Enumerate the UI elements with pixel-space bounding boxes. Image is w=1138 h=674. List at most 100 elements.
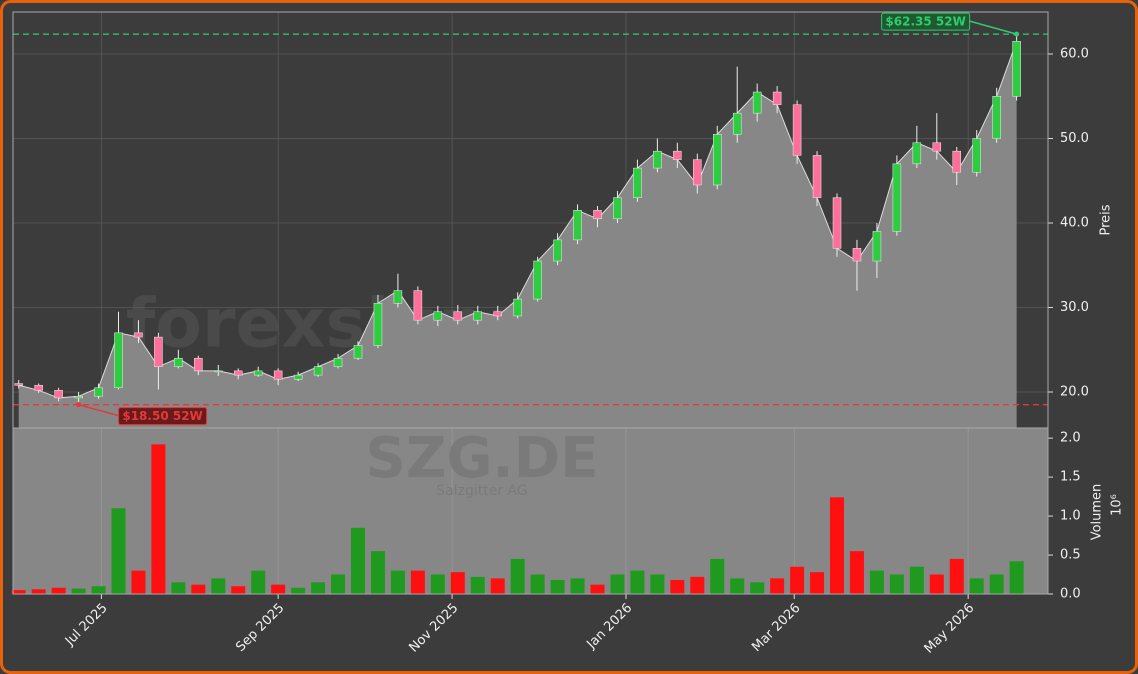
volume-bar <box>570 578 585 594</box>
candle-body <box>154 336 163 367</box>
volume-bar <box>949 558 964 594</box>
candle-body <box>313 366 323 376</box>
candle-body <box>533 260 542 300</box>
candle-body <box>513 298 522 317</box>
candle-body <box>74 395 83 399</box>
volume-bar <box>650 574 665 594</box>
volume-bar <box>91 586 106 594</box>
candle-body <box>353 345 363 359</box>
volume-bar <box>11 590 26 594</box>
volume-panel <box>13 428 1048 594</box>
candle-body <box>912 142 922 165</box>
volume-unit: 10⁶ <box>1110 494 1125 516</box>
volume-bar <box>849 551 864 594</box>
candle-body <box>114 332 123 389</box>
candle-body <box>772 91 782 105</box>
candle-body <box>253 370 263 376</box>
volume-bar <box>311 582 326 594</box>
candle-body <box>633 167 642 198</box>
candle-body <box>453 311 463 321</box>
y-tick-label: 30.0 <box>1060 300 1089 315</box>
volume-bar <box>490 578 505 594</box>
volume-bar <box>111 508 126 594</box>
volume-bar <box>810 572 825 594</box>
candle-body <box>693 159 702 186</box>
candle-body <box>273 370 283 380</box>
candle-body <box>413 290 423 321</box>
y-tick-label: 40.0 <box>1060 215 1089 230</box>
annotation-arrowhead <box>76 402 82 408</box>
candle-body <box>573 210 582 241</box>
candle-body <box>732 112 742 135</box>
candle-body <box>673 150 682 160</box>
candle-body <box>613 197 622 220</box>
volume-axis-label: Volumen <box>1090 484 1105 541</box>
annotation-arrow <box>969 20 1017 35</box>
volume-bar <box>370 551 385 594</box>
candle-body <box>1012 41 1021 97</box>
candle-body <box>653 150 662 169</box>
candle-body <box>14 383 23 386</box>
candle-body <box>194 357 203 372</box>
candle-body <box>872 231 882 262</box>
candle-body <box>393 290 403 304</box>
volume-bar <box>929 574 944 594</box>
candle-body <box>992 95 1001 139</box>
volume-bar <box>630 570 645 594</box>
candle-body <box>174 357 183 367</box>
volume-bar <box>670 579 685 594</box>
volume-bar <box>171 582 186 594</box>
candle-body <box>134 332 143 338</box>
candle-body <box>473 311 483 321</box>
volume-bar <box>251 570 266 594</box>
volume-bar <box>211 578 226 594</box>
volume-bar <box>31 589 46 594</box>
company: Salzgitter AG <box>436 483 527 499</box>
volume-tick-label: 1.0 <box>1060 509 1081 524</box>
volume-bar <box>989 574 1004 594</box>
candle-body <box>832 197 842 249</box>
volume-bar <box>231 586 246 594</box>
volume-bar <box>730 578 745 594</box>
candle-body <box>54 390 63 399</box>
y-axis-label: Preis <box>1099 204 1114 235</box>
candle-body <box>593 210 602 220</box>
volume-bar <box>271 584 286 594</box>
candle-body <box>233 370 243 376</box>
volume-bar <box>969 578 984 594</box>
volume-bar <box>291 587 306 594</box>
volume-bar <box>550 579 565 594</box>
volume-bar <box>390 570 405 594</box>
volume-bar <box>710 558 725 594</box>
volume-bar <box>131 570 146 594</box>
volume-bar <box>71 588 86 594</box>
candle-body <box>892 163 902 232</box>
volume-bar <box>869 570 884 594</box>
candle-body <box>214 370 223 373</box>
annotation-label: $62.35 52W <box>885 15 965 29</box>
candle-body <box>293 374 303 380</box>
candle-body <box>373 303 383 346</box>
annotation-box <box>881 12 971 31</box>
candle-body <box>493 311 502 317</box>
y-tick-label: 50.0 <box>1060 131 1089 146</box>
candle-body <box>713 134 722 186</box>
volume-bar <box>191 584 206 594</box>
annotation-label: $18.50 52W <box>122 409 202 423</box>
volume-tick-label: 0.5 <box>1060 548 1081 563</box>
volume-bar <box>351 527 365 594</box>
annotation-arrowhead <box>1014 31 1020 37</box>
volume-bar <box>470 576 485 594</box>
y-tick-label: 20.0 <box>1060 385 1089 400</box>
candle-body <box>952 150 962 173</box>
candle-body <box>932 142 942 152</box>
volume-bar <box>51 587 66 594</box>
volume-bar <box>510 558 525 594</box>
volume-panel-border <box>12 427 1049 595</box>
candle-body <box>812 155 822 198</box>
volume-bar <box>770 578 785 594</box>
volume-bar <box>909 566 924 594</box>
volume-bar <box>790 566 805 594</box>
